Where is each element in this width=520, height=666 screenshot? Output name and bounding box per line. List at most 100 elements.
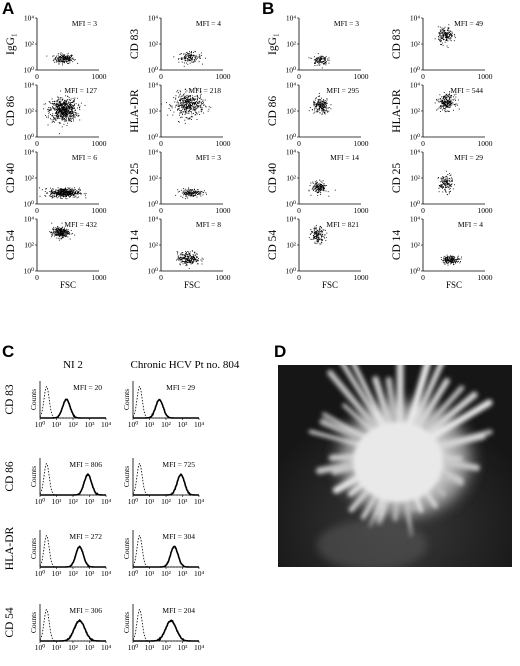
scatter-point	[184, 100, 186, 102]
x-tick-label: 1000	[216, 273, 231, 282]
scatter-point	[179, 254, 181, 256]
scatter-point	[191, 195, 193, 197]
scatter-point	[314, 237, 316, 239]
scatter-point	[314, 109, 316, 111]
scatter-point	[438, 191, 440, 193]
scatter-point	[454, 260, 456, 262]
scatter-point	[66, 189, 68, 191]
scatter-point	[317, 241, 318, 243]
scatter-point	[314, 232, 316, 234]
stained-curve	[133, 398, 199, 419]
scatter-point	[197, 99, 198, 101]
scatter-point	[184, 119, 186, 121]
scatter-point	[194, 95, 196, 97]
scatter-point	[187, 60, 189, 62]
scatter-point	[187, 250, 189, 252]
scatter-point	[444, 107, 446, 109]
scatter-point	[61, 113, 63, 115]
scatter-point	[69, 117, 71, 119]
scatter-point	[186, 261, 188, 263]
scatter-point	[449, 184, 451, 186]
scatter-point	[190, 55, 192, 57]
scatter-point	[449, 34, 451, 36]
scatter-point	[314, 106, 316, 108]
x-tick-label: 10⁴	[194, 569, 205, 578]
scatter-point	[183, 189, 185, 191]
scatter-point	[324, 102, 326, 103]
scatter-point	[52, 228, 54, 230]
scatter-point	[187, 99, 189, 101]
scatter-point	[56, 101, 58, 102]
scatter-point	[451, 256, 453, 258]
scatter-point	[188, 118, 190, 120]
scatter-point	[49, 107, 51, 109]
scatter-point	[316, 59, 318, 61]
y-axis-label: CD 54	[5, 230, 17, 261]
scatter-point	[445, 97, 447, 99]
y-axis-label: Counts	[29, 466, 38, 487]
x-tick-label: 0	[421, 72, 425, 81]
scatter-point	[318, 238, 319, 240]
scatter-point	[63, 235, 65, 237]
scatter-point	[439, 29, 441, 31]
scatter-point	[62, 109, 63, 111]
scatter-point	[72, 233, 74, 234]
x-tick-label: 0	[297, 206, 301, 215]
scatter-point	[321, 106, 323, 108]
scatter-point	[69, 57, 71, 59]
scatter-point	[185, 252, 187, 253]
scatter-point	[195, 258, 197, 260]
scatter-point	[324, 111, 326, 113]
scatter-point	[325, 229, 326, 231]
scatter-point	[67, 233, 69, 235]
scatter-point	[197, 194, 198, 195]
scatter-point	[442, 38, 444, 40]
scatter-point	[193, 192, 195, 194]
scatter-point	[317, 184, 319, 186]
scatter-point	[321, 186, 323, 188]
scatter-point	[320, 189, 322, 190]
scatter-point	[443, 182, 444, 184]
scatter-point	[66, 113, 68, 115]
scatter-point	[196, 189, 198, 191]
scatter-point	[55, 112, 57, 114]
scatter-point	[70, 194, 72, 196]
scatter-point	[63, 231, 65, 233]
scatter-point	[186, 101, 188, 103]
scatter-point	[197, 105, 199, 107]
scatter-point	[184, 53, 186, 55]
scatter-point	[322, 61, 324, 63]
scatter-point	[446, 182, 447, 184]
scatter-point	[190, 57, 191, 59]
scatter-point	[321, 104, 323, 106]
scatter-point	[185, 258, 187, 260]
scatter-point	[67, 52, 69, 54]
scatter-point	[70, 111, 71, 113]
scatter-point	[69, 238, 71, 240]
scatter-point	[63, 57, 65, 59]
scatter-point	[179, 258, 181, 260]
scatter-point	[178, 100, 180, 102]
scatter-point	[74, 234, 76, 236]
scatter-point	[443, 108, 445, 110]
scatter-point	[67, 96, 69, 97]
scatter-point	[442, 31, 444, 33]
scatter-point	[66, 230, 68, 232]
x-tick-label: 10¹	[52, 420, 62, 429]
scatter-point	[444, 34, 446, 36]
mfi-label: MFI = 127	[64, 86, 97, 95]
scatter-point	[442, 98, 444, 100]
scatter-point	[318, 185, 320, 187]
scatter-point	[317, 111, 318, 113]
scatter-point	[188, 192, 190, 193]
scatter-point	[446, 101, 448, 103]
scatter-point	[449, 99, 451, 101]
mfi-label: MFI = 6	[72, 153, 97, 162]
scatter-point	[318, 92, 320, 94]
scatter-point	[320, 55, 322, 57]
scatter-point	[323, 236, 325, 238]
scatter-point	[192, 255, 194, 257]
scatter-point	[68, 59, 70, 61]
scatter-point	[51, 232, 53, 234]
